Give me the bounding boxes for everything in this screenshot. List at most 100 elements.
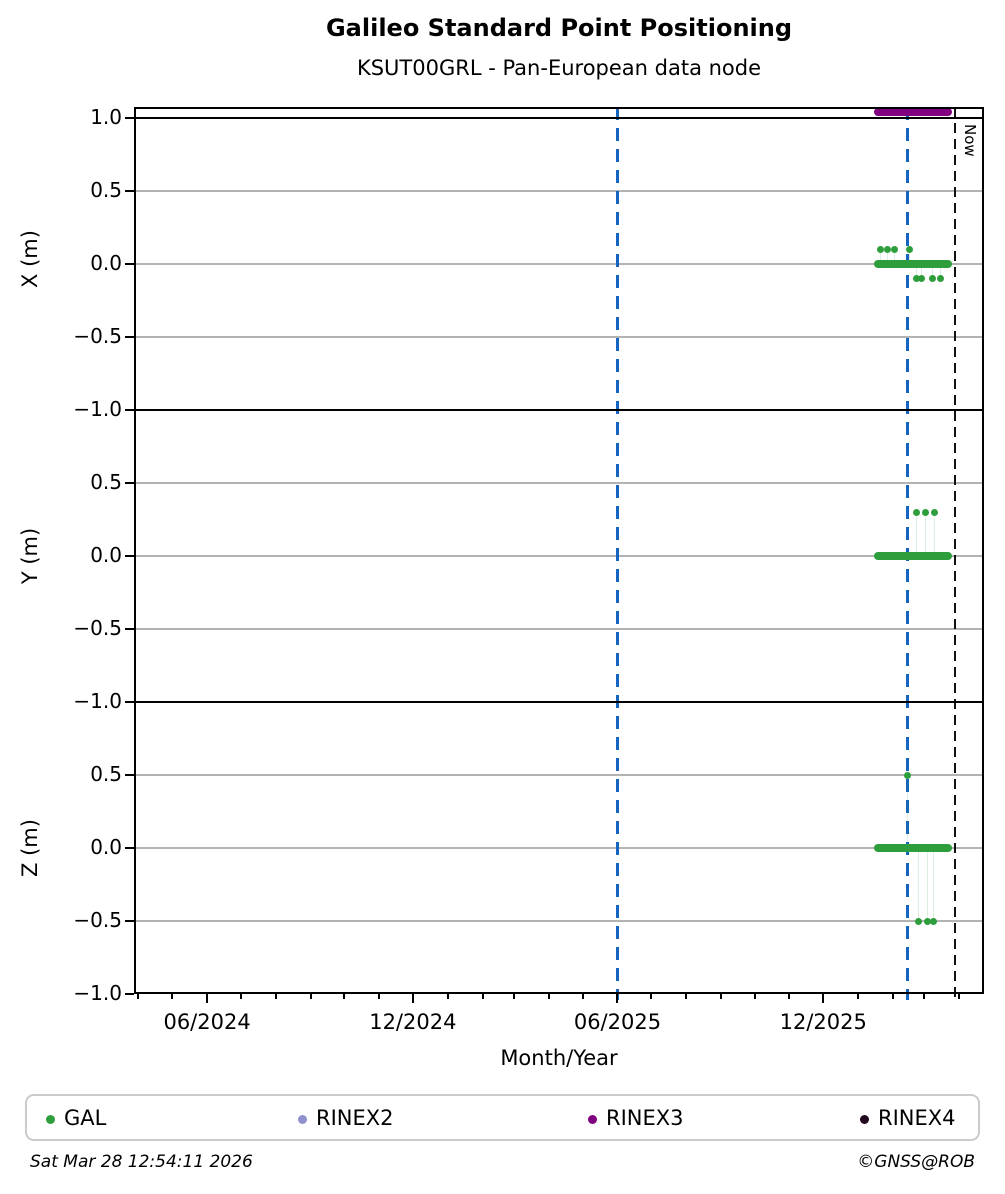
x-tick-label: 12/2025 <box>779 1010 867 1034</box>
y-axis-title: Z (m) <box>18 819 42 877</box>
x-tick-major <box>822 994 825 1003</box>
gal-legend-marker-icon <box>45 1115 55 1124</box>
y-tick <box>125 189 134 192</box>
y-tick <box>125 335 134 338</box>
gal-point-stem <box>893 249 895 264</box>
now-annotation: Now <box>960 124 979 157</box>
gal-point <box>913 508 921 516</box>
y-tick-label: 0.5 <box>90 177 122 202</box>
y-axis-title: Y (m) <box>18 527 42 585</box>
gridline <box>136 482 982 484</box>
y-tick-label: −1.0 <box>73 397 122 421</box>
x-tick-major <box>616 994 619 1003</box>
y-tick-label: −0.5 <box>73 616 122 640</box>
gal-point <box>929 917 937 925</box>
gal-point-stem <box>932 848 934 921</box>
gal-point-stem <box>931 263 933 279</box>
gridline <box>136 920 982 922</box>
gal-point-stem <box>880 249 882 264</box>
x-tick-minor <box>513 994 516 999</box>
gal-point <box>931 508 939 516</box>
rinex3-legend-marker-icon <box>587 1115 597 1124</box>
legend-label: RINEX4 <box>878 1106 956 1130</box>
gal-point <box>906 245 914 253</box>
legend-label: RINEX2 <box>316 1106 394 1130</box>
y-tick <box>125 628 134 630</box>
legend-label: GAL <box>64 1106 107 1130</box>
x-tick-minor <box>378 994 381 999</box>
gridline <box>136 262 982 265</box>
now-vline-dashed <box>953 107 957 1000</box>
y-tick-label: 0.5 <box>90 762 122 786</box>
gal-point-stem <box>925 512 927 556</box>
y-tick-label: −0.5 <box>73 908 122 932</box>
x-tick-minor <box>171 994 174 999</box>
gal-point-stem <box>907 775 909 848</box>
gal-baseline <box>874 552 952 560</box>
gridline <box>136 555 982 557</box>
gal-point <box>924 917 932 925</box>
gal-point <box>883 245 891 253</box>
gridline <box>136 335 982 338</box>
y-tick <box>125 701 134 703</box>
gal-point-stem <box>909 249 911 264</box>
x-tick-minor <box>547 994 550 999</box>
gal-point <box>928 275 936 283</box>
y-tick <box>125 993 134 995</box>
rinex2-legend-marker-icon <box>297 1115 307 1124</box>
y-tick-label: 0.0 <box>90 835 122 859</box>
y-tick <box>125 920 134 922</box>
gal-point-stem <box>939 263 941 279</box>
timestamp: Sat Mar 28 12:54:11 2026 <box>30 1152 253 1172</box>
y-tick-label: 0.5 <box>90 470 122 494</box>
y-tick <box>125 262 134 265</box>
x-axis-label: Month/Year <box>500 1046 618 1070</box>
x-tick-minor <box>650 994 653 999</box>
gal-baseline <box>874 844 952 852</box>
gridline <box>136 847 982 849</box>
gal-point <box>936 275 944 283</box>
x-tick-minor <box>446 994 449 999</box>
gal-point-stem <box>916 512 918 556</box>
x-tick-minor <box>239 994 242 999</box>
legend-label: RINEX3 <box>606 1106 684 1130</box>
x-tick-major <box>411 994 414 1003</box>
y-tick-label: 0.0 <box>90 250 122 275</box>
gal-point-stem <box>934 512 936 556</box>
x-tick-minor <box>923 994 926 999</box>
x-tick-minor <box>137 994 140 999</box>
gal-point <box>917 275 925 283</box>
y-tick <box>125 555 134 557</box>
gal-point-stem <box>916 263 918 279</box>
gal-point-stem <box>927 848 929 921</box>
y-tick <box>125 409 134 411</box>
gridline <box>136 628 982 630</box>
x-tick-minor <box>891 994 894 999</box>
gal-point <box>904 771 912 779</box>
gal-point <box>890 245 898 253</box>
x-tick-minor <box>753 994 756 999</box>
chart-title: Galileo Standard Point Positioning <box>325 14 793 42</box>
y-tick <box>125 847 134 849</box>
x-tick-minor <box>685 994 688 999</box>
x-tick-minor <box>481 994 484 999</box>
x-tick-minor <box>857 994 860 999</box>
x-tick-label: 12/2024 <box>369 1010 457 1034</box>
gal-point <box>915 917 923 925</box>
rinex3-availability-bar <box>874 108 952 117</box>
y-tick <box>125 774 134 776</box>
y-tick <box>125 482 134 484</box>
x-tick-minor <box>343 994 346 999</box>
gal-point <box>922 508 930 516</box>
x-tick-label: 06/2024 <box>163 1010 251 1034</box>
gal-point-stem <box>918 848 920 921</box>
x-tick-major <box>206 994 209 1003</box>
x-tick-minor <box>788 994 791 999</box>
gridline <box>136 189 982 192</box>
y-tick-label: −1.0 <box>73 689 122 713</box>
gal-point-stem <box>886 249 888 264</box>
x-tick-minor <box>958 994 961 999</box>
x-tick-label: 06/2025 <box>573 1010 662 1034</box>
